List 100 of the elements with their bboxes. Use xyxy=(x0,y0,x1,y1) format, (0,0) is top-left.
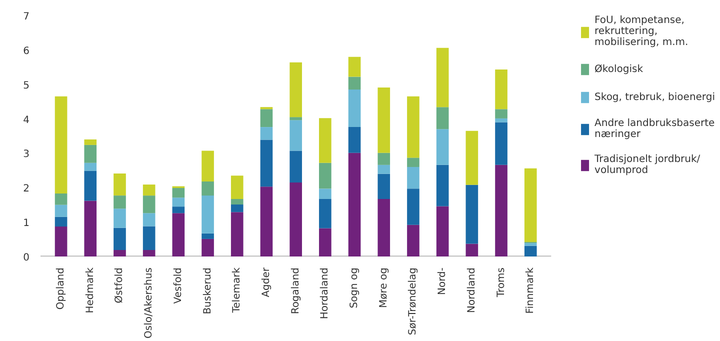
bar xyxy=(260,186,273,256)
bar xyxy=(202,238,214,256)
bar xyxy=(524,243,537,246)
bar xyxy=(54,204,68,217)
bar xyxy=(84,162,97,171)
bar xyxy=(348,90,361,128)
bar xyxy=(407,188,420,225)
bar xyxy=(84,139,97,145)
bar xyxy=(260,109,273,128)
y-tick-label: 7 xyxy=(23,12,30,22)
bar xyxy=(466,244,478,256)
bar xyxy=(114,250,126,256)
bar xyxy=(230,204,244,212)
bar xyxy=(260,127,273,140)
legend-label: Skog, trebruk, bioenergi xyxy=(594,92,715,102)
x-tick-label: Østfold xyxy=(114,267,126,304)
x-tick-label: Rogaland xyxy=(290,267,302,314)
bar xyxy=(319,162,332,189)
bar xyxy=(290,117,302,120)
y-tick-label: 6 xyxy=(23,46,30,57)
bar xyxy=(84,200,97,256)
bar xyxy=(436,164,449,206)
x-tick-label: Telemark xyxy=(232,267,243,314)
bar xyxy=(172,213,185,256)
bar xyxy=(290,62,302,118)
bar xyxy=(84,144,97,163)
bar xyxy=(230,199,244,205)
bar xyxy=(436,206,449,256)
bar xyxy=(142,196,156,214)
bar xyxy=(142,226,156,250)
bar xyxy=(319,228,332,256)
bar xyxy=(348,76,361,90)
y-tick-label: 2 xyxy=(23,184,30,195)
legend-label: FoU, kompetanse, rekruttering, mobilisering, m.m. xyxy=(594,15,688,48)
bar xyxy=(202,233,214,239)
bar xyxy=(436,48,449,108)
x-tick-label: Agder xyxy=(260,266,272,298)
bar xyxy=(378,164,390,174)
bar xyxy=(407,166,420,189)
bar xyxy=(319,199,332,228)
bar xyxy=(260,140,273,187)
x-tick-label: Finnmark xyxy=(525,267,536,314)
x-tick-label: Nord- xyxy=(437,267,448,295)
bar xyxy=(378,87,390,153)
x-tick-label: Sogn og xyxy=(349,268,360,308)
bar xyxy=(202,150,214,182)
y-tick-label: 1 xyxy=(23,218,30,230)
x-tick-label: Hedmark xyxy=(84,267,96,314)
bar xyxy=(436,129,449,165)
bar xyxy=(407,224,420,256)
bar xyxy=(114,174,126,196)
bar xyxy=(142,250,156,256)
bar xyxy=(319,118,332,163)
bar xyxy=(172,206,185,214)
bar xyxy=(466,184,478,244)
bar xyxy=(114,196,126,209)
bar xyxy=(407,158,420,167)
bar xyxy=(378,199,390,256)
y-tick-label: 0 xyxy=(23,252,30,264)
bar xyxy=(290,150,302,182)
bar xyxy=(230,176,244,200)
bar xyxy=(407,96,420,158)
bar xyxy=(495,109,508,118)
bar xyxy=(172,198,185,207)
bar xyxy=(290,120,302,151)
legend-label: Tradisjonelt jordbruk/ volumprod xyxy=(594,154,700,176)
bar xyxy=(348,56,361,77)
x-tick-label: Nordland xyxy=(466,267,478,313)
bar xyxy=(319,188,332,200)
bar xyxy=(495,164,508,256)
x-tick-label: Buskerud xyxy=(202,267,214,314)
bar xyxy=(495,70,508,110)
bar xyxy=(114,228,126,250)
x-tick-label: Oppland xyxy=(56,267,67,310)
bar xyxy=(524,246,537,256)
x-tick-label: Troms xyxy=(496,267,507,298)
x-tick-label: Møre og xyxy=(378,267,390,308)
x-tick-label: Sør-Trøndelag xyxy=(408,267,419,336)
bar xyxy=(466,130,478,185)
bar xyxy=(378,174,390,200)
y-tick-label: 5 xyxy=(23,80,30,92)
bar xyxy=(495,122,508,165)
bar xyxy=(495,118,508,122)
bar xyxy=(54,96,68,194)
bar xyxy=(524,168,537,242)
legend-label: Økologisk xyxy=(594,64,643,74)
x-tick-label: Hordaland xyxy=(320,268,331,320)
bar xyxy=(172,188,185,198)
y-tick-label: 4 xyxy=(23,114,30,126)
bar xyxy=(348,127,361,153)
bar xyxy=(142,213,156,226)
bar xyxy=(114,208,126,228)
bar xyxy=(202,196,214,234)
bar xyxy=(84,170,97,201)
bar xyxy=(290,182,302,256)
bar xyxy=(378,152,390,165)
x-tick-label: Vesfold xyxy=(172,267,184,304)
bar xyxy=(202,181,214,196)
y-tick-label: 3 xyxy=(23,149,30,160)
bar xyxy=(142,184,156,196)
